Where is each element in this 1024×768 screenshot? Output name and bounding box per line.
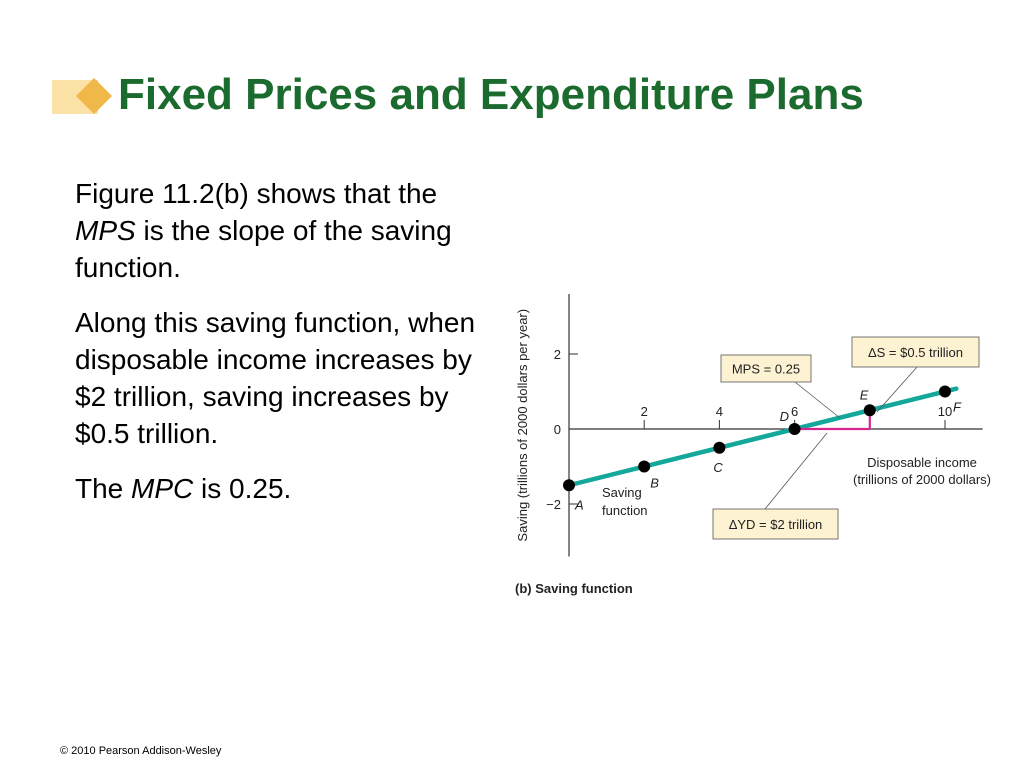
paragraph-mps-slope: Figure 11.2(b) shows that the MPS is the… xyxy=(75,175,495,286)
delta-yd-label: ΔYD = $2 trillion xyxy=(729,517,823,532)
paragraph-mpc: The MPC is 0.25. xyxy=(75,470,495,507)
x-tick-label: 4 xyxy=(716,404,723,419)
title-bullet-icon xyxy=(52,78,112,114)
x-tick-label: 10 xyxy=(938,404,952,419)
mps-leader xyxy=(794,381,841,419)
text-run-italic: MPC xyxy=(131,473,194,504)
y-axis-label: Saving (trillions of 2000 dollars per ye… xyxy=(515,309,530,542)
data-point-c xyxy=(713,441,726,454)
x-tick-label: 2 xyxy=(641,404,648,419)
series-label: function xyxy=(602,503,648,518)
copyright-footer: © 2010 Pearson Addison-Wesley xyxy=(60,745,222,757)
data-point-a xyxy=(563,479,575,492)
delta-s-label: ΔS = $0.5 trillion xyxy=(868,345,963,360)
point-label-d: D xyxy=(780,409,789,424)
body-text: Figure 11.2(b) shows that the MPS is the… xyxy=(75,175,495,525)
text-run: is the slope of the saving function. xyxy=(75,215,452,283)
data-point-b xyxy=(638,460,651,473)
point-label-b: B xyxy=(650,476,659,491)
x-axis-label: Disposable income xyxy=(867,455,977,470)
text-run: Figure 11.2(b) shows that the xyxy=(75,178,438,209)
x-tick-label: 6 xyxy=(791,404,798,419)
chart-caption: (b) Saving function xyxy=(515,581,633,596)
saving-function-line xyxy=(566,386,959,488)
point-label-c: C xyxy=(713,460,723,475)
x-axis-label: (trillions of 2000 dollars) xyxy=(853,472,991,487)
data-point-f xyxy=(939,385,951,398)
mps-label: MPS = 0.25 xyxy=(732,362,800,377)
data-point-e xyxy=(863,404,876,417)
delta-s-box xyxy=(851,336,980,368)
point-label-e: E xyxy=(860,387,869,402)
y-tick-label: −2 xyxy=(546,497,561,512)
points: A B C D E F xyxy=(563,385,962,512)
y-tick-label: 0 xyxy=(554,422,561,437)
text-run-italic: MPS xyxy=(75,215,136,246)
annotations: MPS = 0.25 ΔS = $0.5 trillion ΔYD = $2 tri… xyxy=(712,336,980,540)
y-tick-label: 2 xyxy=(554,347,561,362)
delta-yd-leader xyxy=(764,432,828,510)
paragraph-saving-increase: Along this saving function, when disposa… xyxy=(75,307,476,449)
data-point-d xyxy=(788,423,801,435)
series-label: Saving xyxy=(602,485,642,500)
delta-yd-box xyxy=(712,508,839,540)
point-label-f: F xyxy=(953,400,962,415)
slide-title: Fixed Prices and Expenditure Plans xyxy=(118,70,864,119)
mps-box xyxy=(720,354,812,383)
delta-s-leader xyxy=(876,366,918,413)
text-run: is 0.25. xyxy=(193,473,292,504)
point-label-a: A xyxy=(574,497,584,512)
series: Saving function xyxy=(566,386,959,518)
text-run: The xyxy=(75,473,132,504)
axes xyxy=(568,294,983,557)
